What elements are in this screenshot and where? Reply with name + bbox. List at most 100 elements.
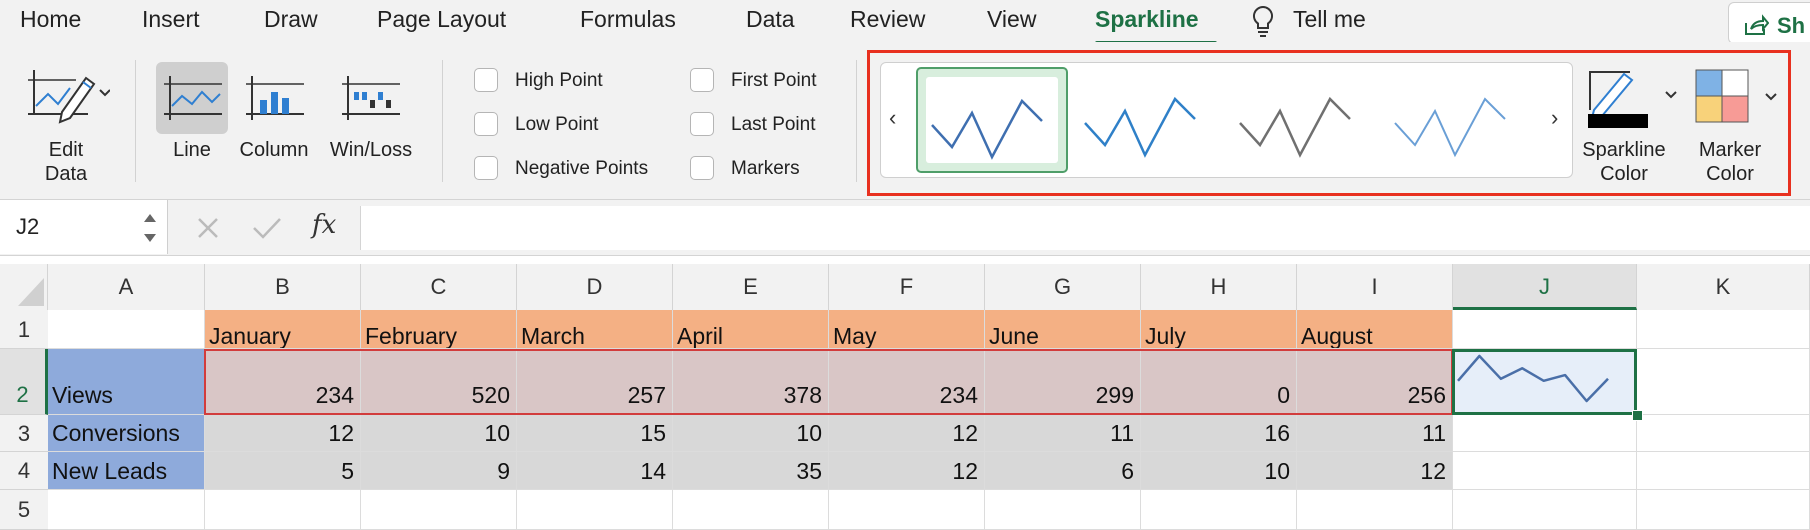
tab-view[interactable]: View <box>987 6 1037 32</box>
fx-icon[interactable]: fx <box>312 210 337 240</box>
cell-b4[interactable]: 5 <box>205 452 361 490</box>
cell-d2[interactable]: 257 <box>517 349 673 415</box>
tab-formulas[interactable]: Formulas <box>580 6 676 32</box>
cell-b1[interactable]: January <box>205 310 361 349</box>
cell-a5[interactable] <box>48 490 205 530</box>
tab-sparkline[interactable]: Sparkline <box>1095 6 1199 32</box>
tab-insert[interactable]: Insert <box>142 6 200 32</box>
cell-e3[interactable]: 10 <box>673 415 829 452</box>
cell-j3[interactable] <box>1453 415 1637 452</box>
tab-home[interactable]: Home <box>20 6 82 32</box>
cell-i4[interactable]: 12 <box>1297 452 1453 490</box>
sparkline-color-button[interactable]: Sparkline Color <box>1578 64 1682 194</box>
gallery-next-icon[interactable]: › <box>1551 105 1559 130</box>
gallery-prev-icon[interactable]: ‹ <box>889 105 897 130</box>
cell-h1[interactable]: July <box>1141 310 1297 349</box>
cell-g4[interactable]: 6 <box>985 452 1141 490</box>
select-all-corner[interactable] <box>0 264 48 310</box>
high-point-checkbox[interactable] <box>474 68 498 92</box>
cell-c4[interactable]: 9 <box>361 452 517 490</box>
row-header-1[interactable]: 1 <box>0 310 48 349</box>
name-box-stepper-icon[interactable] <box>142 208 158 248</box>
cell-g5[interactable] <box>985 490 1141 530</box>
first-point-checkbox[interactable] <box>690 68 714 92</box>
markers-checkbox[interactable] <box>690 156 714 180</box>
cell-j1[interactable] <box>1453 310 1637 349</box>
cell-h5[interactable] <box>1141 490 1297 530</box>
column-header-h[interactable]: H <box>1141 264 1297 310</box>
tab-review[interactable]: Review <box>850 6 926 32</box>
sparkline-style-4[interactable] <box>1381 67 1533 173</box>
cell-d4[interactable]: 14 <box>517 452 673 490</box>
row-header-5[interactable]: 5 <box>0 490 48 530</box>
cell-f1[interactable]: May <box>829 310 985 349</box>
x-icon[interactable] <box>196 216 220 240</box>
cell-e4[interactable]: 35 <box>673 452 829 490</box>
formula-input[interactable] <box>360 206 1810 250</box>
cell-a1[interactable] <box>48 310 205 349</box>
sparkline-chart[interactable] <box>1452 346 1614 408</box>
column-header-c[interactable]: C <box>361 264 517 310</box>
cell-k4[interactable] <box>1637 452 1810 490</box>
share-button[interactable]: Sh <box>1728 2 1810 44</box>
column-header-f[interactable]: F <box>829 264 985 310</box>
cell-c2[interactable]: 520 <box>361 349 517 415</box>
tab-page-layout[interactable]: Page Layout <box>377 6 507 32</box>
tab-data[interactable]: Data <box>746 6 795 32</box>
column-header-a[interactable]: A <box>48 264 205 310</box>
cell-e1[interactable]: April <box>673 310 829 349</box>
tab-draw[interactable]: Draw <box>264 6 318 32</box>
cell-i5[interactable] <box>1297 490 1453 530</box>
cell-b2[interactable]: 234 <box>205 349 361 415</box>
cell-h3[interactable]: 16 <box>1141 415 1297 452</box>
column-header-b[interactable]: B <box>205 264 361 310</box>
cell-c3[interactable]: 10 <box>361 415 517 452</box>
last-point-checkbox[interactable] <box>690 112 714 136</box>
cell-c5[interactable] <box>361 490 517 530</box>
low-point-checkbox[interactable] <box>474 112 498 136</box>
cell-h4[interactable]: 10 <box>1141 452 1297 490</box>
sparkline-style-2[interactable] <box>1071 67 1223 173</box>
sparkline-style-3[interactable] <box>1226 67 1378 173</box>
row-header-2[interactable]: 2 <box>0 349 48 415</box>
negative-points-checkbox[interactable] <box>474 156 498 180</box>
cell-k1[interactable] <box>1637 310 1810 349</box>
cell-d3[interactable]: 15 <box>517 415 673 452</box>
cell-k3[interactable] <box>1637 415 1810 452</box>
fill-handle[interactable] <box>1632 410 1643 421</box>
cell-f3[interactable]: 12 <box>829 415 985 452</box>
cell-k5[interactable] <box>1637 490 1810 530</box>
check-icon[interactable] <box>252 216 282 240</box>
cell-f4[interactable]: 12 <box>829 452 985 490</box>
column-header-k[interactable]: K <box>1637 264 1810 310</box>
cell-g3[interactable]: 11 <box>985 415 1141 452</box>
cell-d1[interactable]: March <box>517 310 673 349</box>
cell-h2[interactable]: 0 <box>1141 349 1297 415</box>
cell-i3[interactable]: 11 <box>1297 415 1453 452</box>
column-type-button[interactable] <box>238 62 310 134</box>
cell-d5[interactable] <box>517 490 673 530</box>
cell-a3[interactable]: Conversions <box>48 415 205 452</box>
cell-b3[interactable]: 12 <box>205 415 361 452</box>
cell-k2[interactable] <box>1637 349 1810 415</box>
win-loss-type-button[interactable] <box>334 62 406 134</box>
column-header-g[interactable]: G <box>985 264 1141 310</box>
cell-g1[interactable]: June <box>985 310 1141 349</box>
cell-b5[interactable] <box>205 490 361 530</box>
row-header-3[interactable]: 3 <box>0 415 48 452</box>
cell-c1[interactable]: February <box>361 310 517 349</box>
cell-f5[interactable] <box>829 490 985 530</box>
tell-me-search[interactable]: Tell me <box>1293 6 1366 32</box>
marker-color-button[interactable]: Marker Color <box>1690 64 1790 194</box>
column-header-j[interactable]: J <box>1453 264 1637 310</box>
name-box[interactable]: J2 <box>0 200 168 254</box>
sparkline-style-1[interactable] <box>916 67 1068 173</box>
cell-f2[interactable]: 234 <box>829 349 985 415</box>
cell-e5[interactable] <box>673 490 829 530</box>
cell-j4[interactable] <box>1453 452 1637 490</box>
edit-data-button[interactable]: Edit Data <box>18 60 114 190</box>
column-header-e[interactable]: E <box>673 264 829 310</box>
cell-a2[interactable]: Views <box>48 349 205 415</box>
column-header-d[interactable]: D <box>517 264 673 310</box>
row-header-4[interactable]: 4 <box>0 452 48 490</box>
